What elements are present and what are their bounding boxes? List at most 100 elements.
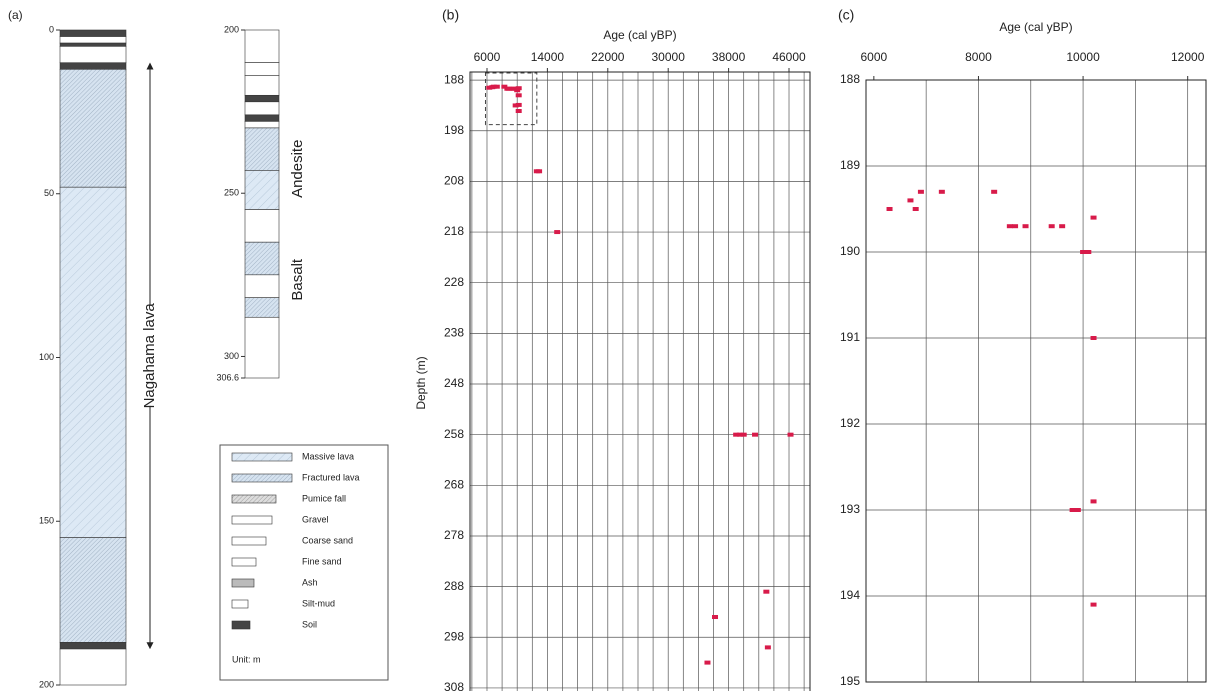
depth-tick-label: 306.6 bbox=[216, 372, 239, 382]
y-tick-label: 288 bbox=[444, 579, 464, 593]
layer bbox=[244, 316, 280, 379]
x-tick-label: 38000 bbox=[712, 50, 746, 64]
y-tick-label: 248 bbox=[444, 376, 464, 390]
legend-swatch bbox=[231, 620, 251, 630]
layer bbox=[244, 75, 280, 96]
y-tick-label: 192 bbox=[840, 416, 860, 430]
data-point bbox=[907, 198, 914, 203]
legend-unit: Unit: m bbox=[232, 654, 261, 664]
x-tick-label: 14000 bbox=[531, 50, 565, 64]
data-point bbox=[514, 88, 521, 93]
data-point bbox=[1090, 215, 1097, 220]
data-point bbox=[917, 189, 924, 194]
legend-swatch bbox=[231, 515, 273, 525]
layer bbox=[59, 69, 127, 188]
layer bbox=[244, 29, 280, 63]
layer bbox=[59, 186, 127, 538]
data-point bbox=[912, 207, 919, 211]
legend-label: Soil bbox=[302, 619, 317, 629]
data-point bbox=[1085, 250, 1092, 254]
legend-swatch bbox=[231, 578, 255, 588]
panel-label: (b) bbox=[442, 7, 459, 23]
x-tick-label: 30000 bbox=[652, 50, 686, 64]
unit-label-bg bbox=[143, 305, 157, 406]
data-point bbox=[515, 109, 522, 114]
legend-label: Coarse sand bbox=[302, 535, 353, 545]
x-tick-label: 10000 bbox=[1066, 50, 1100, 64]
data-point bbox=[991, 189, 998, 194]
data-point bbox=[1006, 224, 1013, 229]
legend-label: Fine sand bbox=[302, 556, 342, 566]
y-tick-label: 278 bbox=[444, 528, 464, 542]
layer bbox=[59, 642, 127, 650]
depth-tick-label: 50 bbox=[44, 188, 54, 198]
data-point bbox=[733, 432, 740, 437]
y-tick-label: 258 bbox=[444, 427, 464, 441]
legend-label: Silt-mud bbox=[302, 598, 335, 608]
data-point bbox=[515, 93, 522, 98]
data-point bbox=[704, 660, 711, 665]
data-point bbox=[1090, 602, 1097, 607]
data-point bbox=[1090, 336, 1097, 340]
data-point bbox=[486, 85, 493, 90]
depth-tick-label: 300 bbox=[224, 351, 239, 361]
layer bbox=[244, 114, 280, 122]
plot-frame bbox=[865, 79, 1207, 683]
data-point bbox=[493, 84, 500, 89]
y-tick-label: 208 bbox=[444, 174, 464, 188]
data-point bbox=[1048, 224, 1055, 229]
data-point bbox=[886, 207, 893, 211]
legend-swatch bbox=[231, 599, 249, 609]
panel-label: (c) bbox=[838, 7, 854, 23]
layer bbox=[59, 42, 127, 47]
data-point bbox=[512, 103, 519, 108]
layer bbox=[244, 94, 280, 103]
x-tick-label: 8000 bbox=[965, 50, 992, 64]
data-point bbox=[1074, 508, 1081, 512]
data-point bbox=[787, 432, 794, 437]
y-tick-label: 191 bbox=[840, 330, 860, 344]
depth-tick-label: 200 bbox=[224, 24, 239, 34]
depth-tick-label: 150 bbox=[39, 516, 54, 526]
highlight-box bbox=[484, 72, 538, 126]
rock-label: Basalt bbox=[289, 258, 306, 301]
x-tick-label: 6000 bbox=[860, 50, 887, 64]
layer bbox=[59, 46, 127, 64]
layer bbox=[244, 274, 280, 298]
data-point bbox=[536, 169, 543, 174]
y-tick-label: 194 bbox=[840, 588, 860, 602]
layer bbox=[244, 209, 280, 243]
y-tick-label: 198 bbox=[444, 123, 464, 137]
data-point bbox=[515, 102, 522, 107]
data-point bbox=[764, 645, 771, 650]
data-point bbox=[740, 432, 747, 437]
data-point bbox=[752, 432, 759, 437]
x-axis-title: Age (cal yBP) bbox=[603, 28, 676, 42]
layer bbox=[244, 241, 280, 276]
depth-tick-label: 100 bbox=[39, 352, 54, 362]
layer bbox=[244, 62, 280, 77]
data-point bbox=[763, 589, 770, 594]
y-tick-label: 195 bbox=[840, 674, 860, 688]
layer bbox=[244, 170, 280, 210]
data-point bbox=[938, 189, 945, 194]
layer bbox=[244, 297, 280, 318]
y-tick-label: 189 bbox=[840, 158, 860, 172]
y-tick-label: 218 bbox=[444, 224, 464, 238]
layer bbox=[59, 537, 127, 643]
legend-label: Massive lava bbox=[302, 451, 354, 461]
legend-swatch bbox=[231, 494, 277, 504]
layer bbox=[59, 648, 127, 686]
data-point bbox=[1012, 224, 1019, 229]
data-point bbox=[554, 230, 561, 235]
data-point bbox=[490, 84, 497, 89]
layer bbox=[59, 62, 127, 70]
data-point bbox=[505, 86, 512, 91]
legend-label: Gravel bbox=[302, 514, 329, 524]
x-tick-label: 12000 bbox=[1171, 50, 1205, 64]
data-point bbox=[1069, 508, 1076, 512]
depth-tick-label: 250 bbox=[224, 188, 239, 198]
legend-box bbox=[219, 444, 389, 681]
